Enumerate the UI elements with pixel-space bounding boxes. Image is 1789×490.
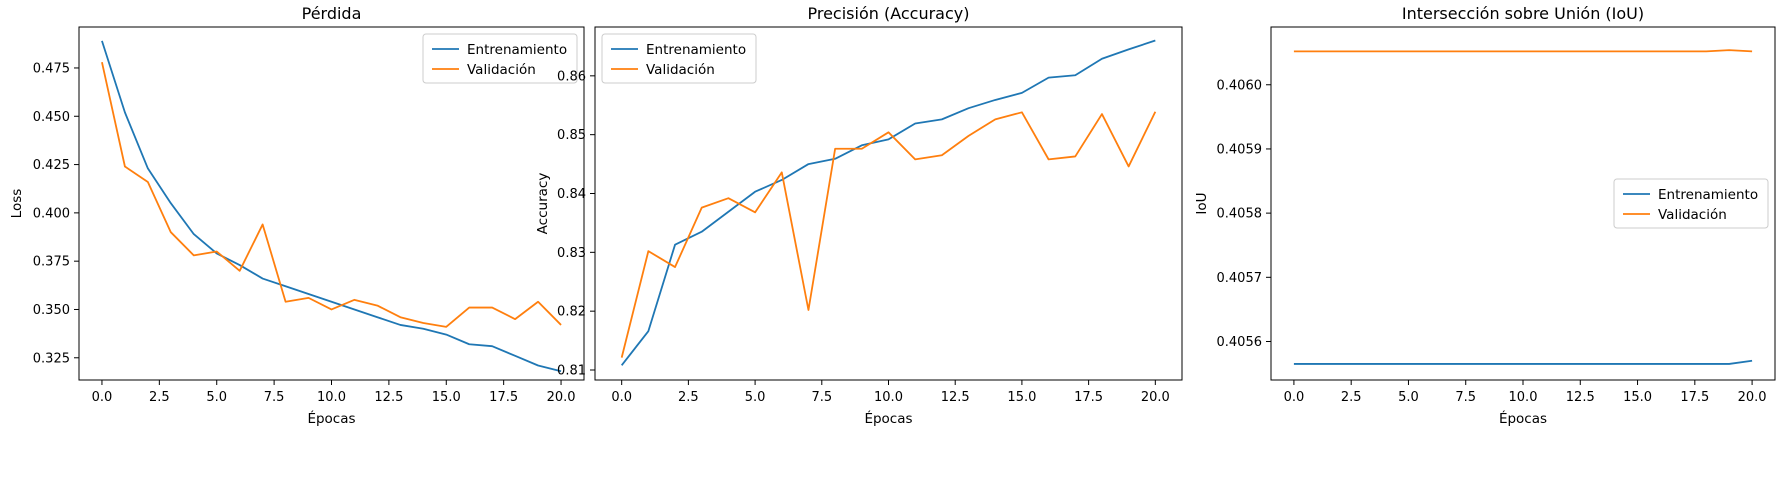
y-tick-label: 0.82: [557, 305, 586, 320]
y-tick-label: 0.4057: [1217, 271, 1263, 286]
chart-panel-3: 0.0 2.5 5.0 7.5 10.0 12.5 15.0 17.5 20.0 0.4056 0.…: [1194, 4, 1776, 427]
x-tick-label: 17.5: [489, 390, 518, 405]
legend: Entrenamiento Validación: [601, 33, 757, 84]
y-axis-label: Accuracy: [535, 173, 551, 235]
y-tick-label: 0.400: [33, 206, 70, 221]
x-tick-label: 0.0: [1284, 390, 1305, 405]
x-tick-label: 2.5: [149, 390, 170, 405]
y-axis-label: Loss: [9, 189, 25, 219]
y-tick-label: 0.4058: [1217, 207, 1263, 222]
legend-label-val: Validación: [646, 62, 715, 78]
series-line-train: [1293, 359, 1753, 365]
legend-box: [601, 33, 757, 84]
x-tick-label: 12.5: [374, 390, 403, 405]
y-tick-label: 0.85: [557, 128, 586, 143]
x-tick-label: 12.5: [941, 390, 970, 405]
x-tick-label: 5.0: [1398, 390, 1419, 405]
legend-label-val: Validación: [467, 62, 536, 78]
y-tick-label: 0.450: [33, 110, 70, 125]
x-tick-label: 0.0: [611, 390, 632, 405]
x-tick-label: 15.0: [1007, 390, 1036, 405]
chart-panel-1: 0.0 2.5 5.0 7.5 10.0 12.5 15.0 17.5 20.0 0.325 0.3…: [9, 4, 585, 427]
y-tick-label: 0.475: [33, 61, 70, 76]
x-axis-label: Épocas: [307, 410, 355, 427]
x-tick-label: 7.5: [264, 390, 285, 405]
y-tick-label: 0.4059: [1217, 142, 1263, 157]
x-tick-label: 5.0: [745, 390, 766, 405]
y-tick-label: 0.81: [557, 363, 586, 378]
legend-label-train: Entrenamiento: [1658, 187, 1758, 203]
y-tick-label: 0.425: [33, 158, 70, 173]
series-line-val: [620, 111, 1157, 358]
legend: Entrenamiento Validación: [1613, 178, 1769, 229]
y-tick-label: 0.83: [557, 246, 586, 261]
legend: Entrenamiento Validación: [422, 33, 578, 84]
y-tick-label: 0.350: [33, 303, 70, 318]
x-tick-label: 2.5: [678, 390, 699, 405]
chart-title: Intersección sobre Unión (IoU): [1402, 4, 1644, 23]
x-tick-label: 17.5: [1074, 390, 1103, 405]
x-axis-label: Épocas: [1499, 410, 1547, 427]
series-line-train: [620, 39, 1156, 366]
x-tick-label: 2.5: [1341, 390, 1362, 405]
x-tick-label: 10.0: [874, 390, 903, 405]
x-tick-label: 20.0: [1738, 390, 1767, 405]
legend-label-val: Validación: [1658, 207, 1727, 223]
chart-panel-2: 0.0 2.5 5.0 7.5 10.0 12.5 15.0 17.5 20.0 0.81 0.82…: [535, 4, 1183, 427]
x-tick-label: 12.5: [1566, 390, 1595, 405]
x-tick-label: 10.0: [317, 390, 346, 405]
y-axis-label: IoU: [1194, 192, 1210, 214]
x-tick-label: 7.5: [811, 390, 832, 405]
x-tick-label: 20.0: [1141, 390, 1170, 405]
x-tick-label: 15.0: [1623, 390, 1652, 405]
x-tick-label: 15.0: [432, 390, 461, 405]
legend-box: [1613, 178, 1769, 229]
x-axis-label: Épocas: [864, 410, 912, 427]
series-line-val: [101, 61, 562, 328]
x-tick-label: 10.0: [1509, 390, 1538, 405]
x-tick-label: 5.0: [206, 390, 227, 405]
y-tick-label: 0.84: [557, 187, 586, 202]
y-tick-label: 0.4060: [1217, 78, 1263, 93]
series-line-val: [1293, 49, 1753, 53]
x-tick-label: 0.0: [92, 390, 113, 405]
chart-title: Precisión (Accuracy): [807, 4, 969, 23]
legend-box: [422, 33, 578, 84]
y-tick-label: 0.4056: [1217, 335, 1263, 350]
legend-label-train: Entrenamiento: [467, 42, 567, 58]
y-tick-label: 0.86: [557, 69, 586, 84]
chart-title: Pérdida: [302, 4, 362, 23]
series-line-train: [101, 40, 562, 373]
x-tick-label: 7.5: [1455, 390, 1476, 405]
y-tick-label: 0.325: [33, 351, 70, 366]
x-tick-label: 20.0: [547, 390, 576, 405]
legend-label-train: Entrenamiento: [646, 42, 746, 58]
y-tick-label: 0.375: [33, 255, 70, 270]
x-tick-label: 17.5: [1680, 390, 1709, 405]
